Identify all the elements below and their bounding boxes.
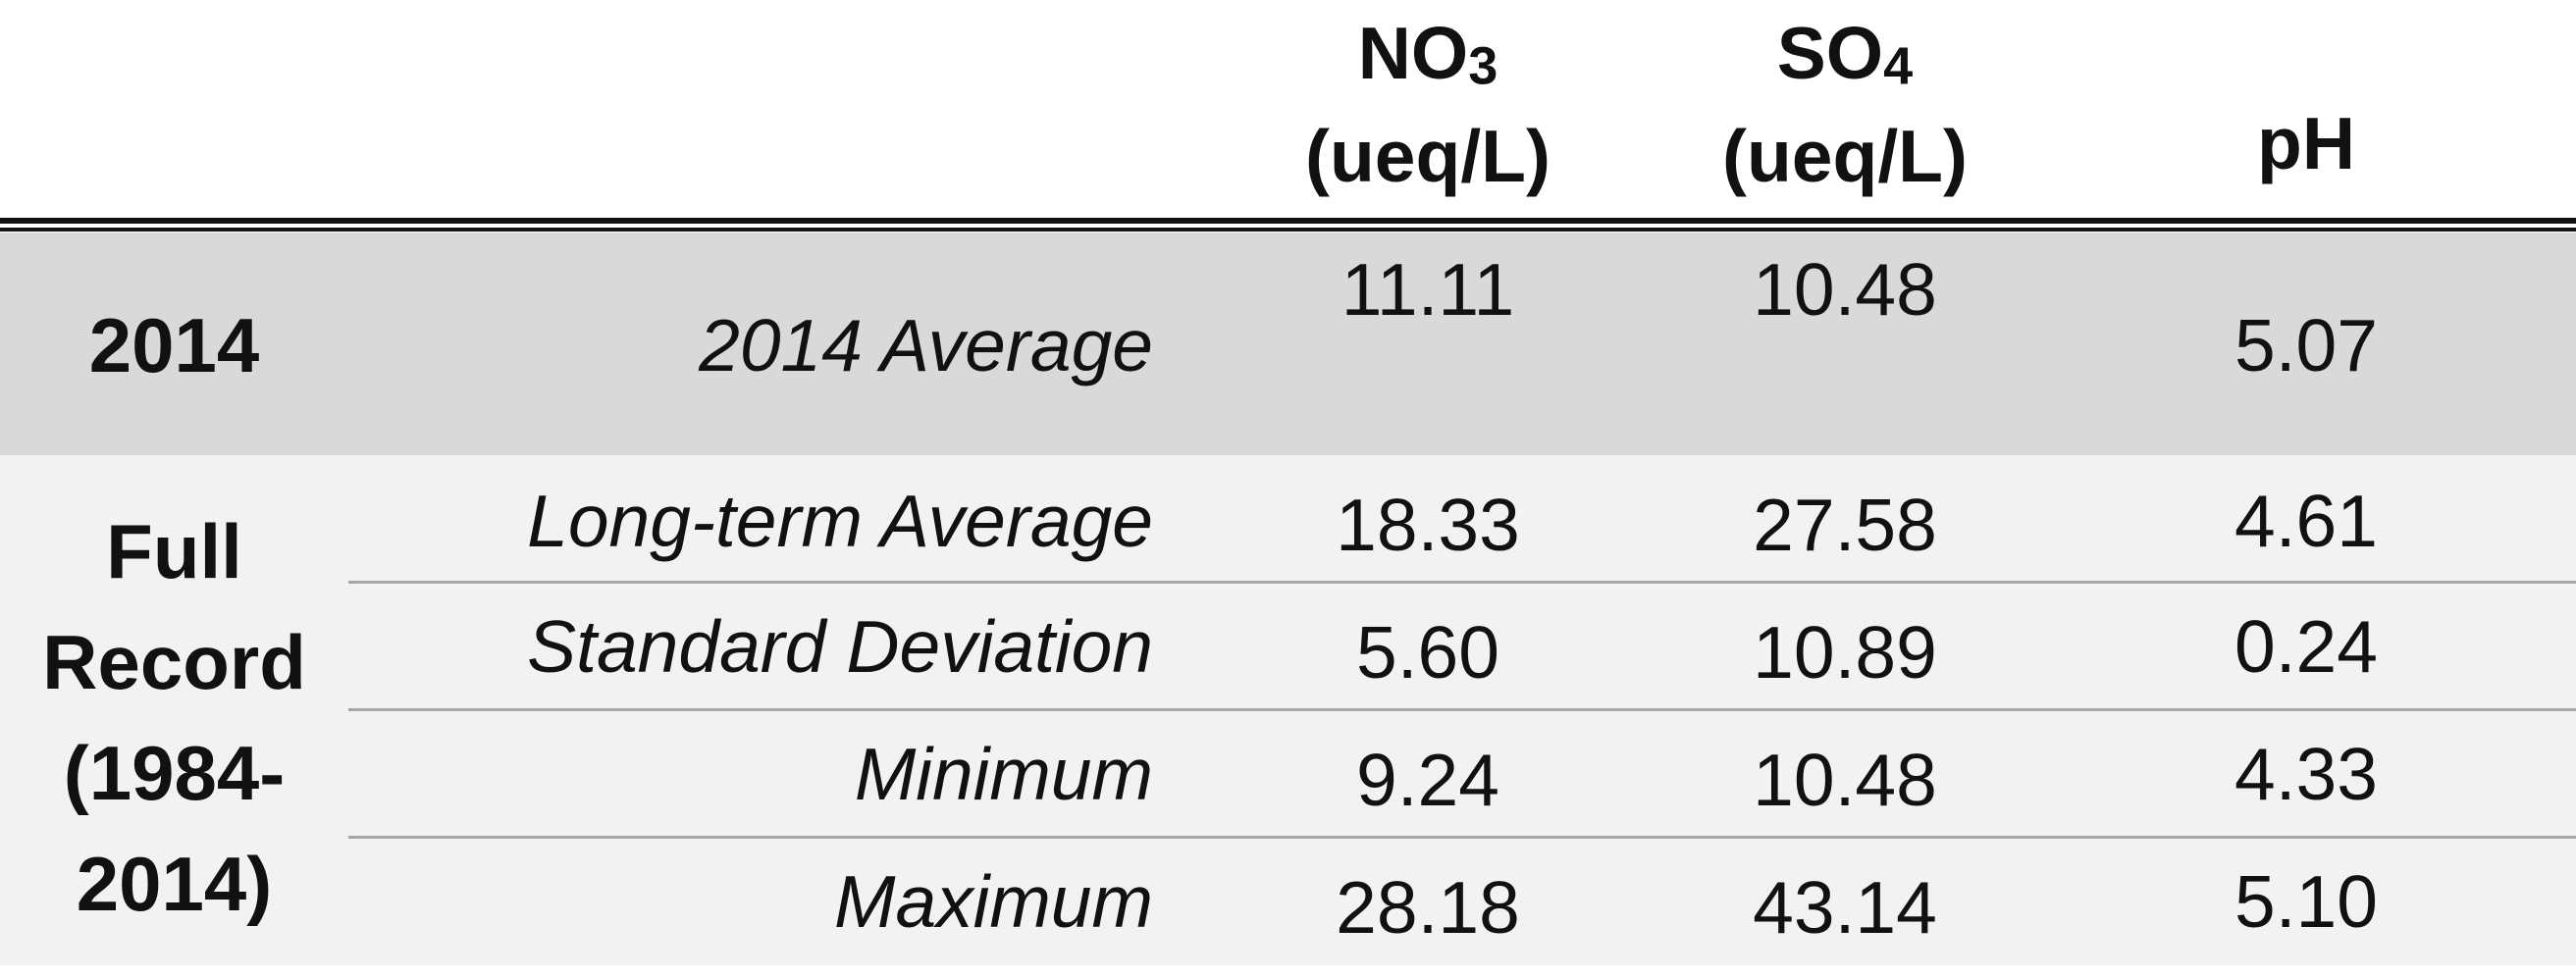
row-maximum-no3: 28.18 [1336, 866, 1520, 949]
row-band-2014 [0, 232, 2576, 455]
row-separator [348, 708, 2576, 711]
header-rule-bottom [0, 228, 2576, 232]
header-rule-top [0, 218, 2576, 224]
row-standard-deviation-so4: 10.89 [1753, 611, 1937, 694]
header-no3-unit: (ueq/L) [1305, 115, 1551, 198]
row-separator [348, 581, 2576, 584]
group-label-line: Record [42, 619, 306, 705]
row-long-term-average-no3: 18.33 [1336, 484, 1520, 566]
header-so4-unit: (ueq/L) [1722, 115, 1968, 198]
header-no3: NO3 (ueq/L) [1261, 8, 1595, 201]
row-standard-deviation-no3: 5.60 [1356, 611, 1499, 694]
row-2014-average-no3: 11.11 [1341, 248, 1515, 331]
group-label-line: (1984- [63, 730, 286, 816]
header-no3-name: NO3 [1357, 12, 1498, 96]
row-separator [348, 836, 2576, 839]
row-minimum-no3: 9.24 [1356, 739, 1499, 821]
group-label-full-record: Full Record (1984- 2014) [0, 496, 348, 940]
group-label-line: 2014) [76, 841, 273, 927]
row-long-term-average-so4: 27.58 [1753, 484, 1937, 566]
row-long-term-average-ph: 4.61 [2234, 480, 2378, 562]
row-maximum-so4: 43.14 [1753, 866, 1937, 949]
row-minimum-label: Minimum [854, 733, 1153, 815]
header-ph: pH [2257, 102, 2355, 184]
row-standard-deviation-label: Standard Deviation [527, 605, 1153, 688]
row-minimum-so4: 10.48 [1753, 739, 1937, 821]
row-2014-average-ph: 5.07 [2234, 304, 2378, 386]
row-maximum-ph: 5.10 [2234, 860, 2378, 943]
row-minimum-ph: 4.33 [2234, 733, 2378, 815]
header-so4: SO4 (ueq/L) [1678, 8, 2012, 201]
row-2014-average-label: 2014 Average [699, 304, 1153, 386]
row-2014-average-so4: 10.48 [1753, 248, 1937, 331]
row-standard-deviation-ph: 0.24 [2234, 605, 2378, 688]
row-long-term-average-label: Long-term Average [527, 480, 1153, 562]
header-so4-name: SO4 [1776, 12, 1914, 96]
group-label-line: Full [106, 508, 242, 594]
row-maximum-label: Maximum [833, 860, 1153, 943]
group-label-2014: 2014 [88, 302, 260, 388]
